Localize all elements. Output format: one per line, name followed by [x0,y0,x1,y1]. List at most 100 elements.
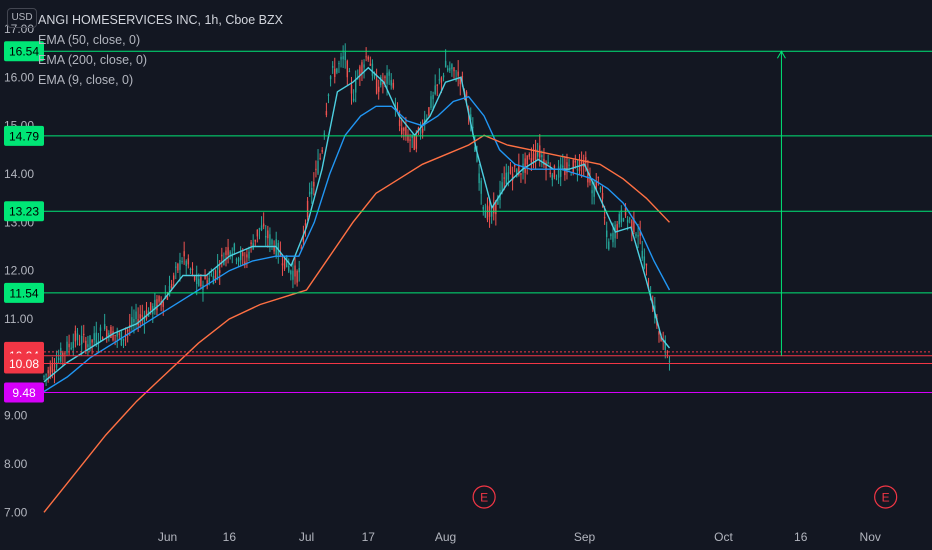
candle-body [93,333,95,341]
candle-body [49,366,51,377]
candle-body [388,71,390,76]
candle-body [442,75,445,78]
candle-body [428,107,430,116]
x-tick-label: Jul [299,530,314,544]
candle-body [513,164,516,167]
candle-body [244,261,246,266]
candle-body [438,79,441,81]
candle-body [373,73,376,78]
candle-body [390,80,392,86]
candle-body [562,165,564,168]
candle-body [375,78,378,94]
candle-body [210,274,213,276]
candle-body [505,172,507,184]
candle-body [497,196,499,205]
candle-body [327,94,330,96]
candle-body [543,158,545,166]
candle-body [493,203,495,214]
candle-body [131,317,133,326]
candle-body [70,347,72,350]
candle-body [419,128,422,134]
candle-body [449,67,451,71]
candle-body [219,270,221,273]
candle-body [480,180,482,194]
candle-body [664,339,666,350]
candle-body [380,76,382,86]
candle-body [572,160,574,173]
candle-body [74,330,77,342]
candle-body [553,165,556,178]
candle-body [47,370,49,374]
candle-body [526,155,528,165]
candle-body [133,318,135,323]
candle-body [292,270,294,280]
candle-body [559,164,562,177]
x-tick-label: 17 [362,530,376,544]
candle-body [265,236,267,238]
candle-body [534,149,537,160]
candle-body [509,166,512,174]
y-tick-label: 17.00 [4,22,34,36]
candle-body [501,182,503,192]
candle-body [158,296,160,302]
candle-body [156,299,158,311]
candle-body [668,360,671,362]
x-tick-label: Nov [860,530,881,544]
candle-body [342,56,344,60]
price-tag [4,125,44,146]
price-tag-label: 13.23 [9,205,39,219]
candle-body [189,268,192,270]
candle-body [283,257,286,269]
candle-body [633,218,635,232]
candle-body [608,241,610,250]
candle-body [154,299,156,311]
candle-body [250,242,252,244]
candle-body [549,172,551,175]
candle-body [486,205,489,220]
candle-body [95,332,97,344]
x-tick-label: Oct [714,530,733,544]
candle-body [87,344,89,348]
candle-body [334,68,336,77]
y-tick-label: 8.00 [4,457,28,471]
candle-body [269,234,271,245]
candle-body [106,329,108,337]
candle-body [229,251,231,256]
candle-body [51,363,54,373]
candle-body [85,340,87,350]
candle-body [409,139,411,141]
candle-body [470,114,472,121]
candle-body [43,375,45,378]
candle-body [166,296,169,300]
indicator-ema50[interactable]: EMA (50, close, 0) [38,33,141,47]
candle-body [629,218,631,220]
candle-body [503,177,505,179]
candle-body [616,224,618,232]
candle-body [172,275,175,280]
x-tick-label: Jun [158,530,177,544]
candle-body [246,254,248,258]
candle-body [440,77,443,83]
symbol-title[interactable]: ANGI HOMESERVICES INC, 1h, Cboe BZX [38,13,283,27]
candle-body [612,233,614,243]
candle-body [369,63,372,66]
candle-body [658,331,660,335]
candle-body [474,147,476,152]
candle-body [490,211,493,217]
candle-body [183,251,185,257]
candle-body [281,263,284,266]
candle-body [143,316,146,322]
candle-body [55,362,58,368]
candle-body [72,341,74,348]
candle-body [570,174,572,176]
indicator-ema9[interactable]: EMA (9, close, 0) [38,73,134,87]
candle-body [361,62,363,74]
candle-body [587,169,589,183]
candle-body [239,251,242,261]
candle-body [235,259,238,261]
candle-body [580,160,583,167]
indicator-ema200[interactable]: EMA (200, close, 0) [38,53,148,67]
candle-body [225,250,227,255]
candle-body [436,84,438,86]
